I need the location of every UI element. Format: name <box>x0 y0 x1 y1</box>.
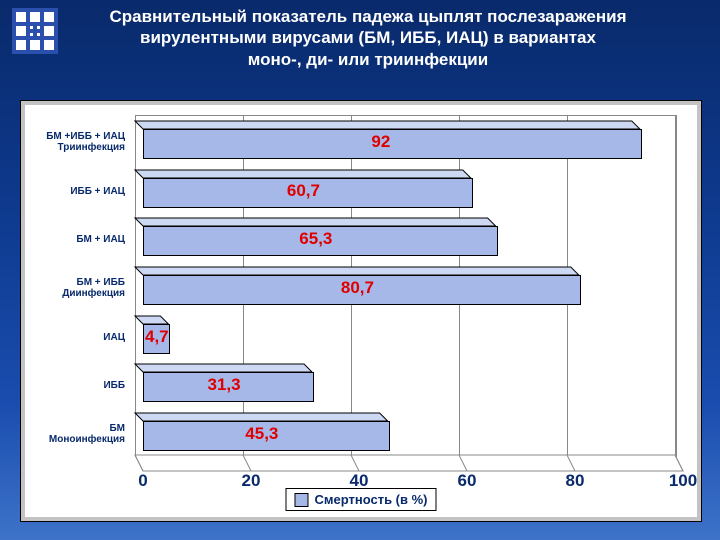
title-line-3: моно-, ди- или триинфекции <box>248 50 488 69</box>
bar: 65,3 <box>143 226 496 254</box>
bar-top-face <box>143 364 320 372</box>
bar-top-face <box>143 121 648 129</box>
logo <box>12 8 58 54</box>
bar: 92 <box>143 129 640 157</box>
y-category-label: ИББ + ИАЦ <box>25 186 125 197</box>
y-category-label: ИАЦ <box>25 332 125 343</box>
chart-inner: 45,3 31,3 4,7 80,7 65,3 60,7 92 БММоноин… <box>25 105 697 517</box>
bar-value-label: 45,3 <box>245 424 278 444</box>
bar: 31,3 <box>143 372 312 400</box>
bar: 4,7 <box>143 324 168 352</box>
floor-3d <box>135 455 675 473</box>
bar-value-label: 31,3 <box>208 375 241 395</box>
bar-value-label: 4,7 <box>145 327 169 347</box>
legend: Смертность (в %) <box>285 488 436 511</box>
chart-container: 45,3 31,3 4,7 80,7 65,3 60,7 92 БММоноин… <box>20 100 702 522</box>
bar-value-label: 92 <box>371 132 390 152</box>
bar: 80,7 <box>143 275 579 303</box>
title-line-2: вирулентными вирусами (БМ, ИББ, ИАЦ) в в… <box>140 28 596 47</box>
bar-front-face <box>143 129 642 159</box>
legend-label: Смертность (в %) <box>314 492 427 507</box>
y-category-label: БМ + ИАЦ <box>25 234 125 245</box>
bar-top-face <box>143 413 396 421</box>
x-tick-label: 0 <box>138 471 147 491</box>
header: Сравнительный показатель падежа цыплят п… <box>0 0 720 70</box>
plot-area: 45,3 31,3 4,7 80,7 65,3 60,7 92 <box>135 115 675 455</box>
x-tick-label: 80 <box>566 471 585 491</box>
title-line-1: Сравнительный показатель падежа цыплят п… <box>109 7 626 26</box>
bar-top-face <box>143 267 587 275</box>
x-tick-label: 60 <box>458 471 477 491</box>
grid-line <box>675 115 676 455</box>
bar-top-face <box>143 170 479 178</box>
bar-value-label: 80,7 <box>341 278 374 298</box>
slide-root: Сравнительный показатель падежа цыплят п… <box>0 0 720 540</box>
bar-value-label: 65,3 <box>299 229 332 249</box>
x-tick-label: 20 <box>242 471 261 491</box>
bar: 45,3 <box>143 421 388 449</box>
grid-line <box>135 115 136 455</box>
y-category-label: БММоноинфекция <box>25 423 125 445</box>
bar-value-label: 60,7 <box>287 181 320 201</box>
x-tick-label: 100 <box>669 471 697 491</box>
y-category-label: ИББ <box>25 380 125 391</box>
slide-title: Сравнительный показатель падежа цыплят п… <box>68 6 708 70</box>
bar-top-face <box>143 316 176 324</box>
y-category-label: БМ + ИББДиинфекция <box>25 277 125 299</box>
bar-top-face <box>143 218 504 226</box>
bar: 60,7 <box>143 178 471 206</box>
y-category-label: БМ +ИББ + ИАЦТриинфекция <box>25 131 125 153</box>
legend-swatch <box>294 493 308 507</box>
